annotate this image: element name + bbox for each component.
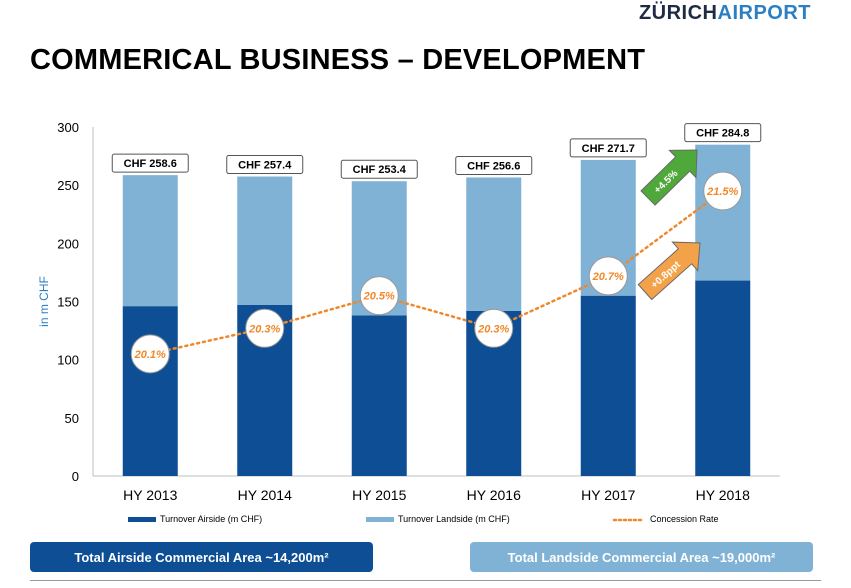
y-tick-label: 0: [72, 469, 79, 484]
bar-landside: [695, 144, 751, 281]
concession-rate-label: 20.1%: [134, 349, 166, 361]
y-axis-title: in m CHF: [37, 276, 51, 327]
total-value-label: CHF 256.6: [467, 160, 520, 172]
y-tick-label: 200: [57, 236, 79, 251]
bar-landside: [466, 177, 522, 311]
total-value-label: CHF 257.4: [238, 160, 292, 172]
stacked-bar-chart: 0 50 100 150 200 250 300 in m CHF HY 2013 CHF 258…: [37, 120, 780, 524]
zurich-airport-logo: ZÜRICHAIRPORT: [639, 2, 811, 25]
legend-label-concession: Concession Rate: [650, 514, 719, 524]
concession-rate-marker: [359, 276, 399, 316]
concession-rate-marker: [703, 171, 743, 211]
bar-airside: [580, 295, 636, 476]
y-tick-label: 150: [57, 295, 79, 310]
x-tick-label: HY 2018: [696, 487, 750, 503]
x-tick-label: HY 2017: [581, 487, 635, 503]
chart-legend: Turnover Airside (m CHF) Turnover Landsid…: [128, 514, 719, 524]
total-label-box: [340, 159, 418, 179]
concession-rate-label: 20.7%: [592, 271, 624, 283]
total-label-box: [569, 138, 647, 158]
concession-rate-line: [149, 189, 724, 356]
page-title: COMMERICAL BUSINESS – DEVELOPMENT: [30, 44, 646, 76]
concession-rate-marker: [474, 308, 514, 348]
y-tick-label: 50: [65, 411, 79, 426]
growth-arrow-green: [640, 149, 698, 206]
legend-swatch-airside: [128, 517, 156, 522]
bar-airside: [695, 280, 751, 476]
growth-arrow-orange: [637, 241, 701, 301]
concession-rate-marker: [245, 308, 285, 348]
bar-landside: [237, 176, 293, 305]
logo-text-airport: AIRPORT: [717, 2, 811, 24]
bar-landside: [122, 175, 178, 307]
landside-area-banner: Total Landside Commercial Area ~19,000m²: [470, 542, 813, 572]
x-tick-label: HY 2013: [123, 487, 177, 503]
total-value-label: CHF 253.4: [353, 164, 407, 176]
x-tick-label: HY 2014: [238, 487, 292, 503]
x-tick-label: HY 2015: [352, 487, 406, 503]
concession-rate-marker: [130, 334, 170, 374]
total-label-box: [111, 153, 189, 173]
total-value-label: CHF 258.6: [124, 158, 177, 170]
bar-airside: [122, 306, 178, 476]
y-tick-label: 100: [57, 353, 79, 368]
footer-divider: [30, 580, 821, 581]
airside-area-banner: Total Airside Commercial Area ~14,200m²: [30, 542, 373, 572]
total-label-box: [226, 155, 304, 175]
x-tick-label: HY 2016: [467, 487, 521, 503]
concession-rate-marker: [588, 256, 628, 296]
concession-rate-label: 20.3%: [477, 323, 509, 335]
legend-label-airside: Turnover Airside (m CHF): [160, 514, 262, 524]
y-tick-label: 300: [57, 120, 79, 135]
legend-swatch-landside: [366, 517, 394, 522]
total-label-box: [684, 123, 762, 143]
bar-airside: [351, 315, 407, 476]
legend-label-landside: Turnover Landside (m CHF): [398, 514, 510, 524]
total-value-label: CHF 271.7: [582, 143, 635, 155]
y-tick-label: 250: [57, 178, 79, 193]
concession-rate-label: 20.3%: [248, 323, 280, 335]
total-label-box: [455, 155, 533, 175]
concession-rate-label: 21.5%: [706, 186, 738, 198]
logo-text-zurich: ZÜRICH: [638, 2, 718, 24]
concession-rate-label: 20.5%: [363, 291, 395, 303]
total-value-label: CHF 284.8: [696, 128, 749, 140]
